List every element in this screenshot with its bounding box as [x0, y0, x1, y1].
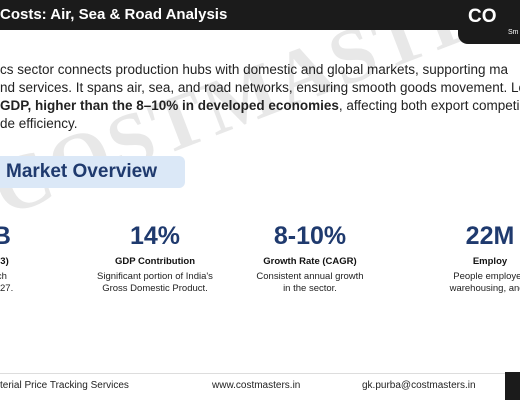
stat-value: 22M — [465, 222, 515, 250]
header-bar — [0, 0, 470, 30]
stat-desc: Significant portion of India's — [97, 271, 213, 282]
footer-web: www.costmasters.in — [212, 380, 301, 391]
watermark: COSTMASTERS — [0, 0, 520, 233]
footer-block — [505, 372, 520, 400]
intro-bold: GDP, higher than the 8–10% in developed … — [0, 98, 339, 113]
intro-rest: , affecting both export competi — [338, 98, 520, 113]
stat-value: 0B — [0, 222, 11, 250]
stat-desc: by 2027. — [0, 283, 14, 294]
stat-desc: reach — [0, 271, 7, 282]
stat-desc: warehousing, and r — [449, 283, 520, 294]
stat-desc: Gross Domestic Product. — [102, 283, 208, 294]
header-title: Costs: Air, Sea & Road Analysis — [0, 6, 228, 23]
stat-label: GDP Contribution — [114, 256, 196, 267]
intro-line: GDP, higher than the 8–10% in developed … — [0, 98, 519, 113]
logo: CO — [468, 6, 497, 27]
stat-desc: in the sector. — [283, 283, 337, 294]
logo-sub: Sm — [508, 29, 519, 36]
section-banner — [0, 156, 185, 188]
section-title: Market Overview — [6, 161, 158, 182]
footer-email: gk.purba@costmasters.in — [362, 380, 476, 391]
stat-desc: People employed — [453, 271, 520, 282]
intro-line: nd services. It spans air, sea, and road… — [0, 80, 520, 95]
logo-box — [458, 0, 520, 44]
stat-label: (2023) — [0, 256, 9, 267]
stat-label: Growth Rate (CAGR) — [263, 256, 357, 267]
intro-line: de efficiency. — [0, 116, 78, 131]
stat-value: 14% — [129, 222, 181, 250]
stat-value: 8-10% — [273, 222, 347, 250]
footer-left: terial Price Tracking Services — [0, 380, 129, 391]
stat-label: Employ — [472, 256, 508, 267]
intro-line: cs sector connects production hubs with … — [0, 62, 509, 77]
stat-desc: Consistent annual growth — [256, 271, 364, 282]
footer-rule — [0, 373, 520, 374]
